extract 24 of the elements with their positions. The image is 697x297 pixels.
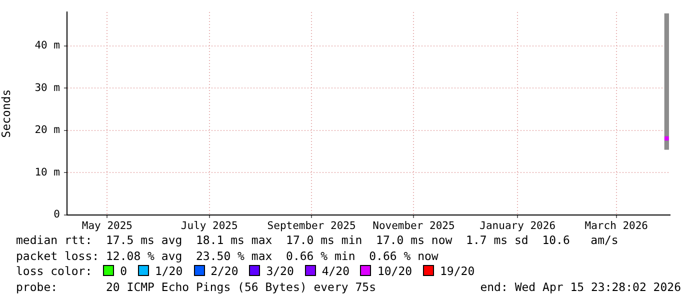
y-tick-label: 30 m (34, 82, 60, 94)
y-axis-title: Seconds (0, 89, 13, 138)
legend-label: 4/20 (322, 264, 350, 278)
text: end: Wed Apr 15 23:28:02 2026 (480, 280, 681, 295)
legend-label: 10/20 (377, 264, 412, 278)
legend-label: 19/20 (440, 264, 475, 278)
legend-label: 1/20 (154, 264, 183, 278)
x-tick-label: March 2026 (584, 220, 648, 232)
y-tick-label: 40 m (34, 40, 60, 52)
legend-title: loss color: (16, 264, 92, 278)
y-tick-label: 10 m (34, 166, 60, 178)
legend-label: 2/20 (210, 264, 238, 278)
text: median rtt: 17.5 ms avg 18.1 ms max 17.0 ms min 17.0 ms now 1.7 ms sd 10.6 am/s (16, 233, 620, 248)
y-tick-label: 0 (54, 208, 60, 221)
x-tick-label: January 2026 (480, 220, 556, 232)
x-tick-label: May 2025 (82, 220, 132, 232)
text: probe: 20 ICMP Echo Pings (56 Bytes) every 75s (16, 280, 376, 295)
text: packet loss: 12.08 % avg 23.50 % max 0.66 % min 0.66 % now (16, 248, 440, 264)
y-tick-label: 20 m (34, 124, 60, 136)
legend-label: 3/20 (266, 264, 294, 278)
x-tick-label: November 2025 (372, 220, 455, 232)
x-tick-label: July 2025 (180, 220, 238, 232)
x-tick-label: September 2025 (267, 220, 356, 232)
legend-label: 0 (120, 264, 128, 278)
